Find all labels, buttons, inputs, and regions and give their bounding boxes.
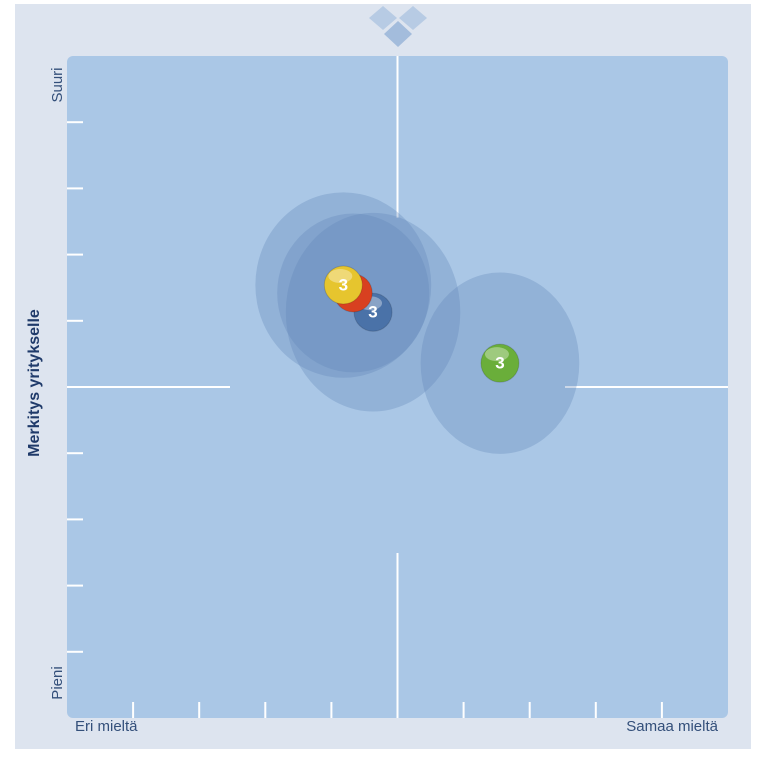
plot-layer (67, 56, 728, 718)
x-min-label: Eri mieltä (75, 718, 138, 735)
bubble-label: 3 (368, 303, 377, 322)
bubble (323, 265, 363, 305)
y-axis-title: Merkitys yritykselle (26, 309, 43, 457)
plot-area (67, 56, 728, 718)
x-max-label: Samaa mieltä (626, 718, 718, 735)
top-emblem (369, 6, 427, 47)
y-min-label: Pieni (49, 666, 66, 699)
bubble-label: 3 (495, 354, 504, 373)
bubble-label: 3 (339, 276, 348, 295)
bubble (480, 343, 520, 383)
bubble-highlight (484, 347, 509, 362)
y-max-label: Suuri (49, 67, 66, 102)
bubble-highlight (328, 269, 353, 284)
